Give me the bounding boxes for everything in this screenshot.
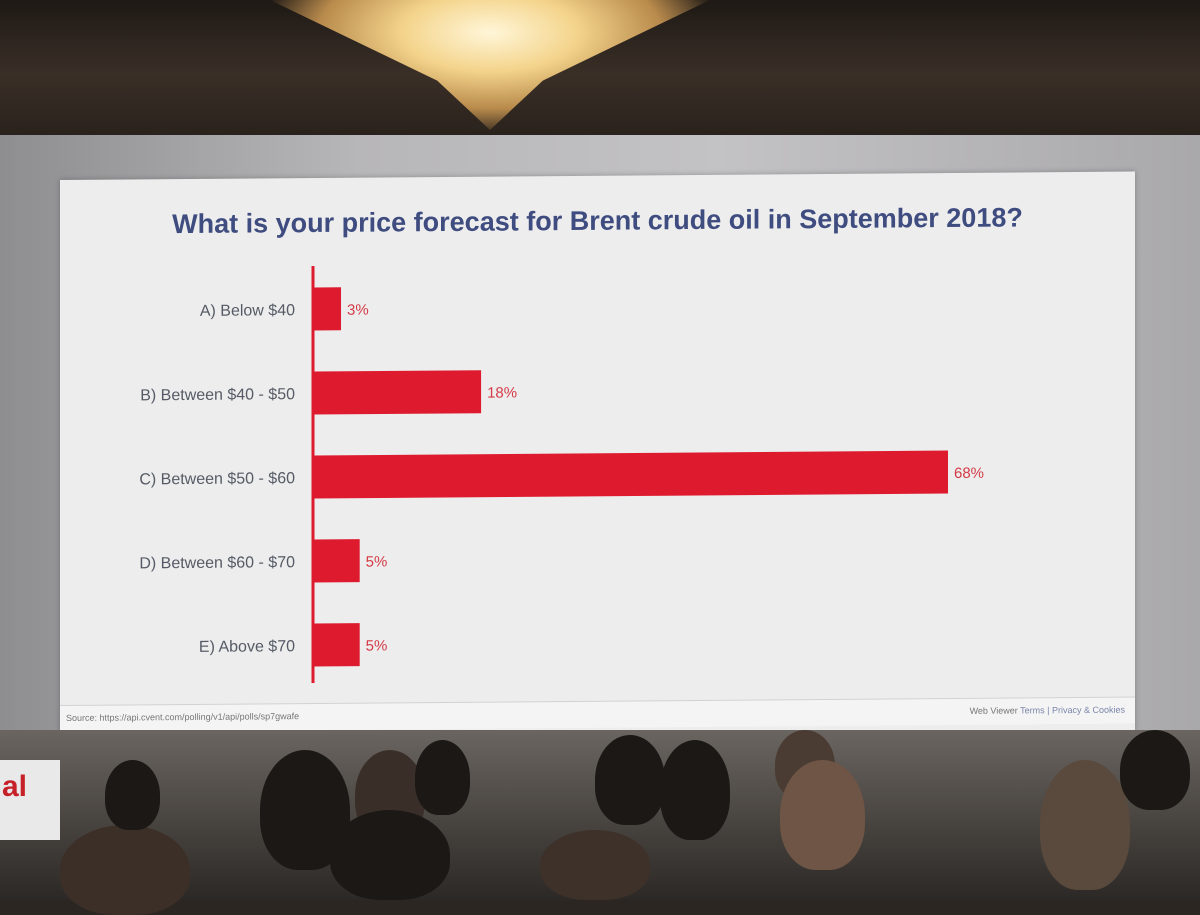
audience-head xyxy=(1040,760,1130,890)
audience-head xyxy=(60,825,190,915)
value-label: 5% xyxy=(366,637,388,654)
footer-right: Web Viewer Terms | Privacy & Cookies xyxy=(970,705,1125,716)
value-label: 5% xyxy=(366,553,388,570)
value-label: 3% xyxy=(347,302,369,319)
bar xyxy=(313,287,342,331)
value-label: 68% xyxy=(954,465,984,482)
audience-head xyxy=(595,735,665,825)
audience-head xyxy=(780,760,865,870)
audience-head xyxy=(540,830,650,900)
value-label: 18% xyxy=(487,384,517,401)
chandelier xyxy=(270,0,710,130)
bar xyxy=(313,623,360,667)
footer-source: Source: https://api.cvent.com/polling/v1… xyxy=(66,711,300,723)
category-label: A) Below $40 xyxy=(200,302,295,320)
audience-area xyxy=(0,730,1200,915)
audience-head xyxy=(660,740,730,840)
footer-terms-link[interactable]: Terms | Privacy & Cookies xyxy=(1020,704,1125,716)
audience-head xyxy=(415,740,470,815)
ceiling xyxy=(0,0,1200,135)
bar xyxy=(313,539,360,583)
event-banner: al xyxy=(0,760,60,840)
audience-head xyxy=(1120,730,1190,810)
presentation-slide: What is your price forecast for Brent cr… xyxy=(60,171,1135,741)
category-label: D) Between $60 - $70 xyxy=(139,554,295,572)
audience-head xyxy=(105,760,160,830)
banner-text: al xyxy=(2,770,28,803)
audience-head xyxy=(330,810,450,900)
poll-bar-chart: A) Below $40 3% B) Between $40 - $50 18% C) … xyxy=(139,266,984,684)
category-label: C) Between $50 - $60 xyxy=(139,470,295,488)
category-label: E) Above $70 xyxy=(199,638,295,656)
footer-web-viewer: Web Viewer xyxy=(969,705,1018,716)
bar xyxy=(313,450,948,499)
category-label: B) Between $40 - $50 xyxy=(140,386,295,404)
bar xyxy=(313,370,482,415)
